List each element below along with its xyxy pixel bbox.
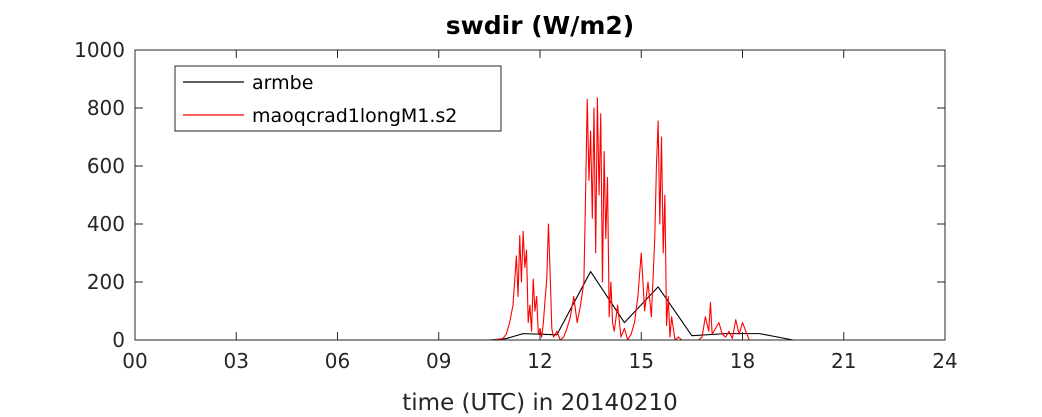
x-tick-label: 03 bbox=[224, 349, 249, 373]
x-tick-label: 24 bbox=[932, 349, 957, 373]
legend: armbe maoqcrad1longM1.s2 bbox=[174, 65, 502, 132]
y-tick-label: 800 bbox=[87, 96, 125, 120]
x-tick-label: 12 bbox=[527, 349, 552, 373]
x-tick-label: 15 bbox=[629, 349, 654, 373]
x-tick-label: 00 bbox=[122, 349, 147, 373]
x-tick-label: 06 bbox=[325, 349, 350, 373]
legend-label-armbe: armbe bbox=[252, 72, 313, 94]
legend-box bbox=[174, 65, 502, 132]
y-tick-label: 1000 bbox=[74, 38, 125, 62]
chart-title: swdir (W/m2) bbox=[446, 11, 634, 40]
y-tick-label: 600 bbox=[87, 154, 125, 178]
x-tick-label: 09 bbox=[426, 349, 451, 373]
plot-area-frame bbox=[134, 49, 946, 341]
x-tick-label: 21 bbox=[831, 349, 856, 373]
x-axis-title: time (UTC) in 20140210 bbox=[402, 390, 677, 416]
legend-label-maoqcrad1longM1-s2: maoqcrad1longM1.s2 bbox=[252, 105, 457, 127]
y-tick-label: 200 bbox=[87, 270, 125, 294]
axis-ticks: 00 03 06 09 12 15 18 21 24 0 200 400 600 800 1000 bbox=[74, 38, 958, 373]
series-line-armbe bbox=[135, 271, 945, 341]
x-tick-label: 18 bbox=[730, 349, 755, 373]
y-tick-label: 0 bbox=[112, 328, 125, 352]
y-tick-label: 400 bbox=[87, 212, 125, 236]
